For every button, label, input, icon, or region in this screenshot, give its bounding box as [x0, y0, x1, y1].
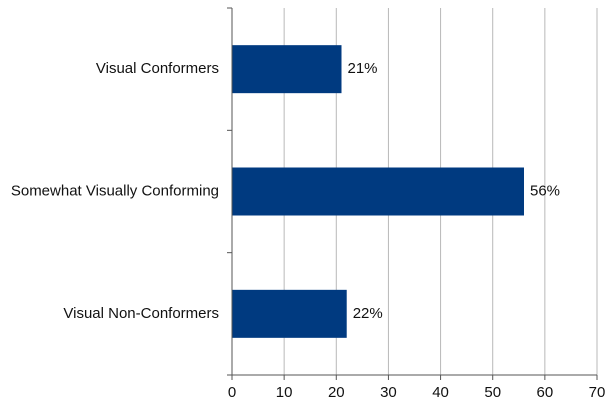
x-tick-label: 60	[537, 384, 554, 401]
data-label: 56%	[530, 182, 560, 199]
bar	[232, 167, 524, 216]
data-label: 21%	[348, 60, 378, 77]
labels: Visual Conformers 21% Somewhat Visually Co…	[11, 60, 606, 401]
x-tick-label: 0	[228, 384, 236, 401]
x-tick-label: 30	[380, 384, 397, 401]
category-label: Somewhat Visually Conforming	[11, 182, 219, 199]
bar	[232, 289, 347, 338]
x-tick-label: 10	[276, 384, 293, 401]
x-tick-label: 50	[484, 384, 501, 401]
bar	[232, 45, 342, 94]
bars	[232, 45, 524, 338]
category-label: Visual Conformers	[96, 60, 219, 77]
data-label: 22%	[353, 305, 383, 322]
category-label: Visual Non-Conformers	[63, 305, 219, 322]
axes	[227, 7, 598, 380]
x-tick-label: 20	[328, 384, 345, 401]
x-tick-label: 70	[589, 384, 606, 401]
x-tick-label: 40	[432, 384, 449, 401]
